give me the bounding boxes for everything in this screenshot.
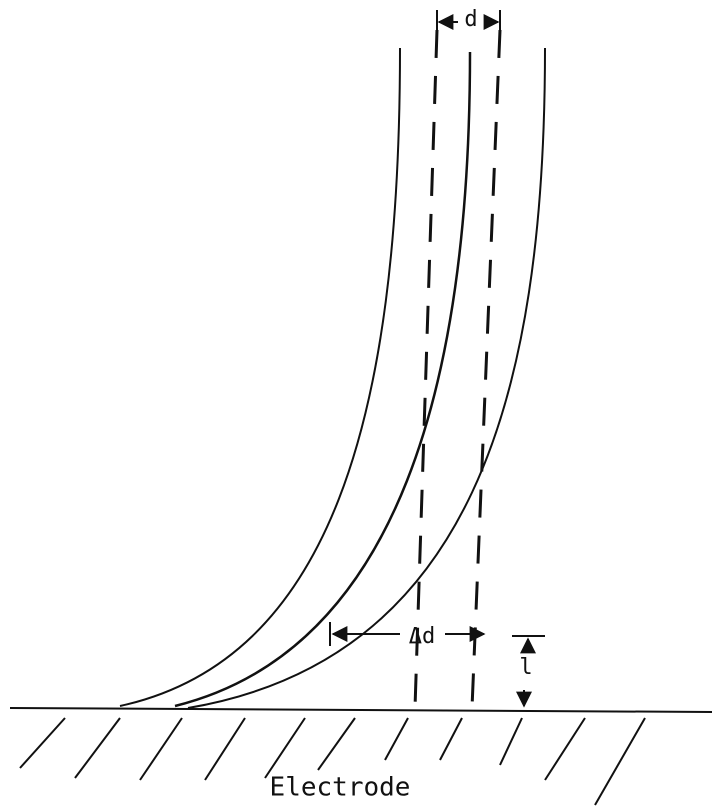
- electrode: [9, 707, 712, 806]
- electrode-surface: [9, 707, 712, 713]
- dashed-lines: [413, 29, 502, 709]
- label-l: l: [519, 655, 532, 680]
- hatching: [19, 717, 646, 806]
- curve: [119, 47, 401, 707]
- label-delta-d: Δd: [409, 624, 436, 649]
- delta-d-dimension: Δd: [329, 622, 486, 649]
- d-dimension: d: [436, 7, 501, 32]
- curve: [187, 47, 546, 709]
- curves: [119, 47, 546, 709]
- electrode-label: Electrode: [270, 773, 411, 803]
- curve: [174, 51, 472, 708]
- label-d: d: [464, 7, 477, 32]
- l-dimension: l: [512, 635, 545, 708]
